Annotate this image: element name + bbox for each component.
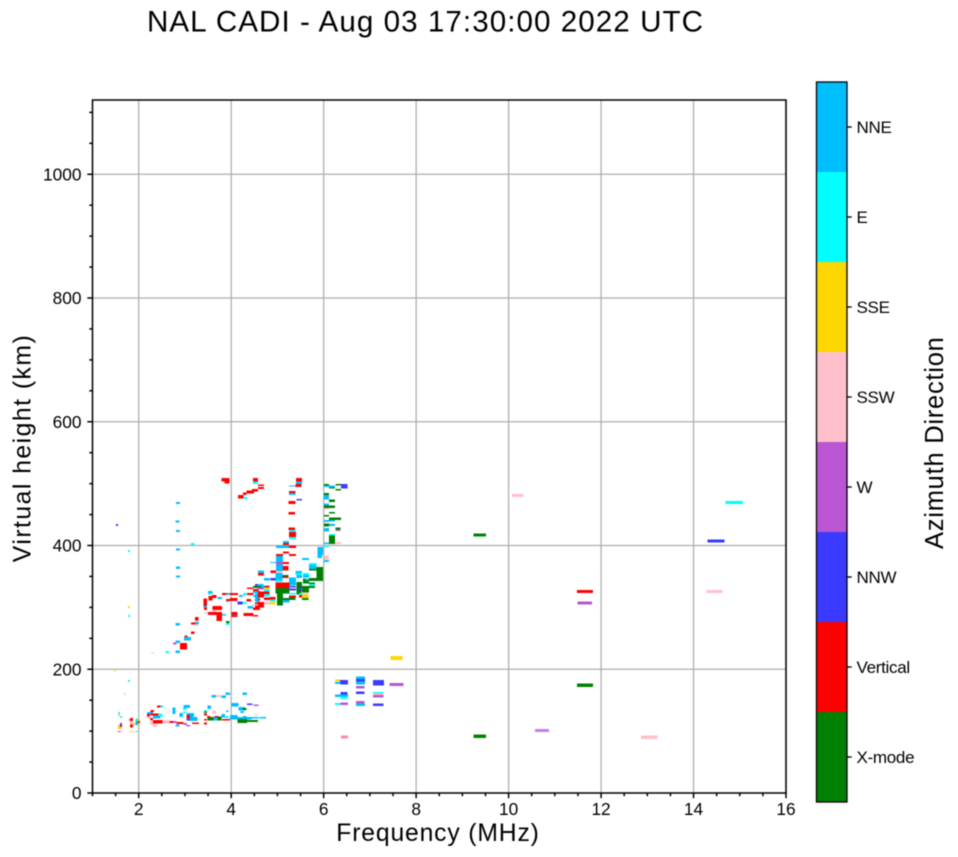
svg-text:NNE: NNE bbox=[857, 118, 892, 137]
svg-text:14: 14 bbox=[684, 799, 704, 819]
svg-text:E: E bbox=[857, 208, 868, 227]
svg-text:1000: 1000 bbox=[43, 164, 81, 184]
svg-text:NAL CADI - Aug 03 17:30:00 202: NAL CADI - Aug 03 17:30:00 2022 UTC bbox=[147, 6, 704, 39]
svg-text:12: 12 bbox=[591, 799, 610, 819]
svg-text:Azimuth Direction: Azimuth Direction bbox=[921, 336, 949, 549]
svg-text:X-mode: X-mode bbox=[857, 748, 915, 767]
svg-text:400: 400 bbox=[53, 536, 82, 556]
svg-text:800: 800 bbox=[53, 288, 82, 308]
svg-text:2: 2 bbox=[134, 799, 144, 819]
svg-text:6: 6 bbox=[319, 799, 329, 819]
svg-text:8: 8 bbox=[411, 799, 421, 819]
svg-text:200: 200 bbox=[53, 659, 82, 679]
svg-text:Vertical: Vertical bbox=[857, 658, 910, 677]
svg-text:SSW: SSW bbox=[857, 388, 895, 407]
svg-text:0: 0 bbox=[72, 783, 82, 803]
svg-text:SSE: SSE bbox=[857, 298, 890, 317]
svg-text:NNW: NNW bbox=[857, 568, 897, 587]
svg-text:4: 4 bbox=[226, 799, 236, 819]
svg-text:Virtual height (km): Virtual height (km) bbox=[10, 334, 37, 562]
svg-text:10: 10 bbox=[499, 799, 518, 819]
svg-text:W: W bbox=[857, 478, 873, 497]
svg-text:600: 600 bbox=[53, 412, 82, 432]
svg-text:Frequency (MHz): Frequency (MHz) bbox=[336, 820, 539, 847]
svg-text:16: 16 bbox=[776, 799, 795, 819]
